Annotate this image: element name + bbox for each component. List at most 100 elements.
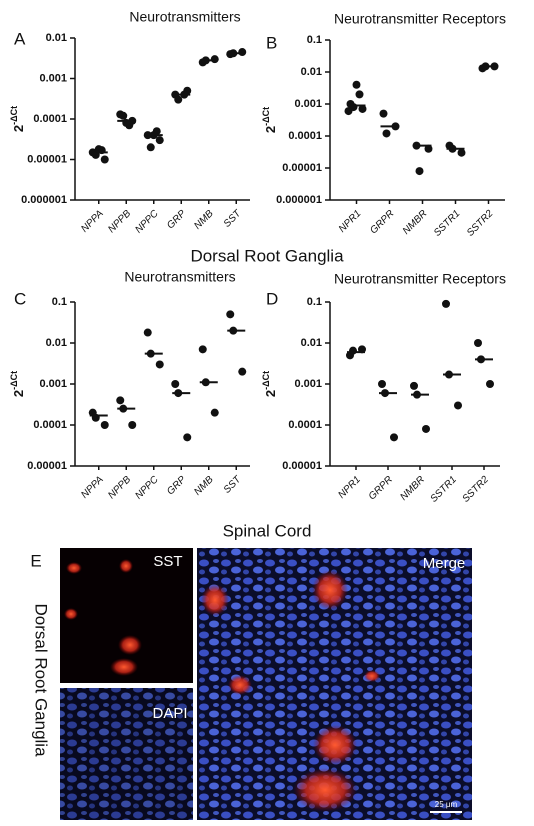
dot — [378, 380, 386, 388]
dot — [155, 136, 164, 145]
dot — [424, 144, 433, 153]
image-label: Merge — [423, 555, 466, 572]
dapi-shade — [60, 688, 193, 820]
y-tick-label: 0.00001 — [282, 162, 322, 174]
y-axis-label: 2-ΔCt — [9, 371, 26, 397]
cell — [293, 768, 357, 812]
panel-letter: A — [14, 29, 26, 48]
y-axis-label-sup: -ΔCt — [9, 106, 19, 125]
x-tick-label: SST — [222, 208, 244, 230]
x-tick-label: NPPC — [133, 474, 161, 502]
panel-letter: C — [14, 289, 26, 308]
y-tick-label: 0.1 — [52, 296, 67, 308]
x-tick-label: NPPB — [106, 474, 133, 501]
y-axis-label: 2-ΔCt — [261, 371, 278, 397]
dot — [229, 49, 238, 58]
dot — [146, 349, 155, 358]
dot — [442, 299, 450, 308]
side-label: Dorsal Root Ganglia — [32, 603, 51, 757]
dot — [238, 48, 247, 57]
dot — [183, 433, 192, 442]
cell — [64, 608, 78, 620]
chart-title: Neurotransmitters — [124, 269, 235, 285]
cell — [201, 584, 229, 616]
dot — [201, 56, 210, 65]
dot — [382, 129, 391, 138]
panel-e: E Dorsal Root Ganglia SST DAPI Merge 25 … — [30, 548, 472, 820]
x-tick-label: SSTR1 — [428, 474, 459, 505]
x-tick-label: SSTR2 — [465, 208, 496, 239]
dot — [143, 328, 152, 337]
dot — [358, 345, 366, 354]
dot — [486, 380, 494, 388]
y-tick-label: 0.0001 — [288, 130, 322, 142]
section-label: Dorsal Root Ganglia — [190, 246, 344, 265]
cell — [119, 559, 133, 573]
dot — [210, 408, 219, 417]
dot — [198, 345, 207, 354]
y-axis-label-base: 2 — [11, 390, 26, 397]
x-tick-label: NPR1 — [336, 474, 363, 501]
dot — [391, 122, 400, 131]
dot — [149, 131, 158, 140]
dot — [477, 355, 485, 364]
y-tick-label: 0.0001 — [33, 419, 67, 431]
dot — [91, 413, 100, 422]
cell — [118, 635, 142, 655]
x-tick-label: NPPC — [133, 208, 161, 236]
cell — [110, 658, 138, 676]
panel-letter: E — [30, 551, 41, 570]
y-axis-label-base: 2 — [263, 390, 278, 397]
y-tick-label: 0.00001 — [27, 460, 67, 472]
y-tick-label: 0.001 — [39, 72, 67, 84]
dot — [448, 144, 457, 153]
dot — [481, 62, 490, 71]
dot — [143, 131, 152, 140]
dot — [381, 389, 389, 398]
chart-title: Neurotransmitters — [129, 9, 240, 25]
x-tick-label: SSTR1 — [432, 208, 463, 239]
cell — [312, 570, 348, 610]
dot — [454, 401, 462, 410]
chart-title: Neurotransmitter Receptors — [334, 271, 506, 287]
panel-letter: D — [266, 289, 278, 308]
y-tick-label: 0.01 — [46, 32, 67, 44]
dot — [119, 111, 128, 120]
y-axis-label: 2-ΔCt — [261, 107, 278, 133]
x-tick-label: SST — [222, 474, 244, 496]
scale-bar-label: 25 μm — [435, 800, 458, 809]
x-tick-label: GRP — [165, 208, 188, 231]
dot — [352, 80, 361, 89]
dot — [180, 90, 189, 99]
dot — [422, 424, 430, 433]
x-tick-label: NMB — [192, 474, 216, 498]
dot — [226, 310, 235, 319]
dot — [100, 155, 109, 164]
x-tick-label: SSTR2 — [460, 474, 491, 505]
y-tick-label: 0.001 — [39, 378, 67, 390]
x-tick-label: NMBR — [401, 208, 430, 237]
dot — [379, 109, 388, 118]
y-tick-label: 0.001 — [294, 98, 322, 110]
y-tick-label: 0.01 — [46, 337, 67, 349]
x-tick-label: GRP — [165, 474, 188, 497]
dot — [238, 367, 247, 376]
dot — [119, 404, 128, 413]
y-tick-label: 0.00001 — [27, 153, 67, 165]
y-tick-label: 0.1 — [307, 296, 322, 308]
y-tick-label: 0.1 — [307, 34, 322, 46]
x-tick-label: NPPA — [79, 208, 106, 235]
panel-letter: B — [266, 33, 277, 52]
y-tick-label: 0.0001 — [33, 113, 67, 125]
y-axis-label-sup: -ΔCt — [261, 371, 271, 390]
dot — [412, 141, 421, 150]
cell — [313, 725, 357, 765]
image-label: SST — [153, 553, 182, 570]
dot — [155, 360, 164, 369]
cell — [66, 562, 82, 574]
dot — [457, 148, 466, 157]
dot — [201, 378, 210, 387]
x-tick-label: NPR1 — [337, 208, 364, 235]
y-tick-label: 0.0001 — [288, 419, 322, 431]
